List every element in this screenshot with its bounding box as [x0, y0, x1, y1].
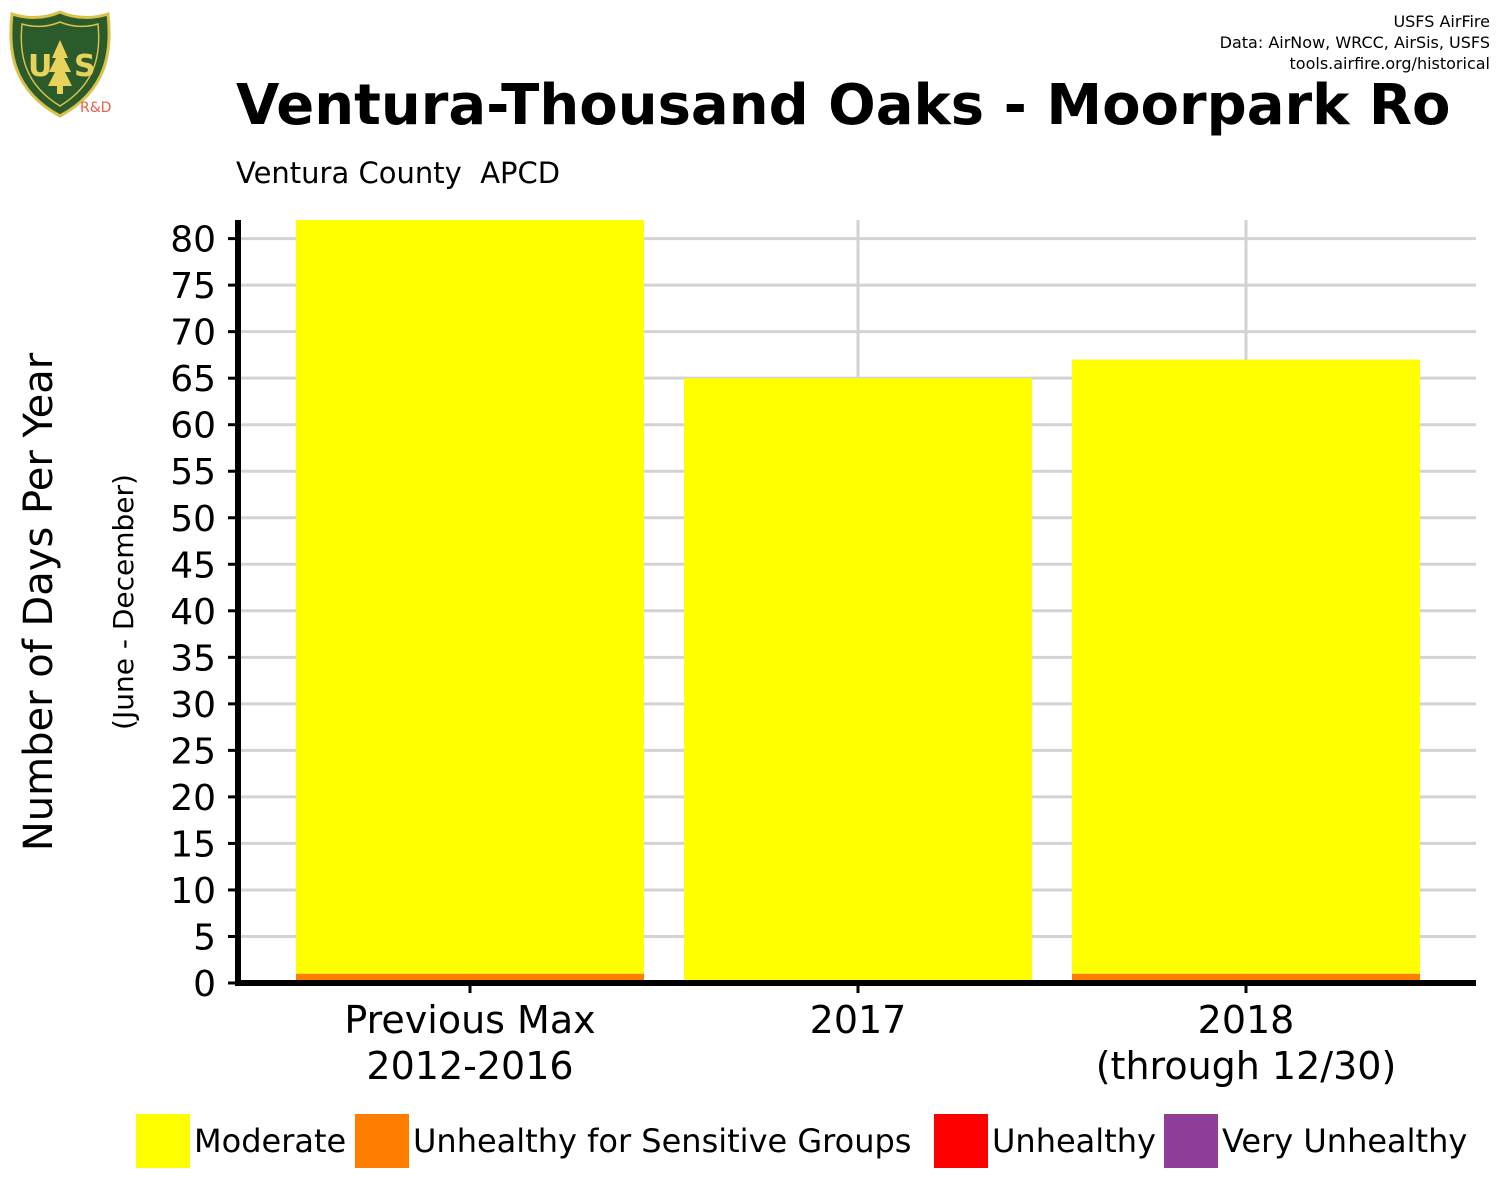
- bar-segment: [1072, 973, 1420, 983]
- legend-swatch: [355, 1114, 409, 1168]
- y-tick-label: 40: [170, 592, 216, 633]
- forest-service-logo: U S R&D: [9, 10, 111, 118]
- bar-segment: [296, 220, 644, 974]
- y-tick-label: 45: [170, 545, 216, 586]
- legend-swatch: [1164, 1114, 1218, 1168]
- y-tick-label: 80: [170, 220, 216, 261]
- svg-text:U: U: [28, 49, 52, 84]
- x-tick-label: 2017: [810, 998, 907, 1042]
- chart-subtitle: Ventura County APCD: [236, 156, 561, 190]
- y-axis-subtitle: (June - December): [107, 474, 140, 730]
- x-tick-label: 2012-2016: [366, 1044, 573, 1088]
- y-tick-label: 60: [170, 406, 216, 447]
- legend-label: Moderate: [194, 1122, 346, 1160]
- legend-swatch: [136, 1114, 190, 1168]
- credit-agency: USFS AirFire: [1393, 12, 1490, 31]
- y-tick-label: 15: [170, 824, 216, 865]
- legend-swatch: [934, 1114, 988, 1168]
- y-tick-label: 75: [170, 266, 216, 307]
- y-tick-label: 35: [170, 638, 216, 679]
- legend-label: Unhealthy: [992, 1122, 1156, 1160]
- legend-label: Very Unhealthy: [1222, 1122, 1467, 1160]
- y-tick-label: 20: [170, 778, 216, 819]
- bar-segment: [296, 973, 644, 983]
- legend-label: Unhealthy for Sensitive Groups: [413, 1122, 911, 1160]
- bar-segment: [1072, 359, 1420, 974]
- y-tick-label: 25: [170, 731, 216, 772]
- svg-text:R&D: R&D: [80, 100, 111, 116]
- y-tick-label: 5: [193, 917, 216, 958]
- tree-icon: [48, 40, 72, 94]
- chart-title: Ventura-Thousand Oaks - Moorpark Ro: [236, 73, 1451, 138]
- y-tick-label: 10: [170, 871, 216, 912]
- bar-segment: [684, 378, 1032, 983]
- svg-text:S: S: [74, 49, 96, 84]
- y-tick-label: 65: [170, 359, 216, 400]
- y-tick-label: 50: [170, 499, 216, 540]
- y-axis-title: Number of Days Per Year: [16, 352, 62, 851]
- y-tick-label: 0: [193, 964, 216, 1005]
- x-tick-label: Previous Max: [344, 998, 595, 1042]
- credit-url: tools.airfire.org/historical: [1289, 54, 1490, 73]
- y-tick-label: 30: [170, 685, 216, 726]
- credit-data-sources: Data: AirNow, WRCC, AirSis, USFS: [1219, 33, 1490, 52]
- x-tick-label: 2018: [1198, 998, 1295, 1042]
- y-tick-label: 70: [170, 313, 216, 354]
- y-tick-label: 55: [170, 452, 216, 493]
- x-tick-label: (through 12/30): [1096, 1044, 1397, 1088]
